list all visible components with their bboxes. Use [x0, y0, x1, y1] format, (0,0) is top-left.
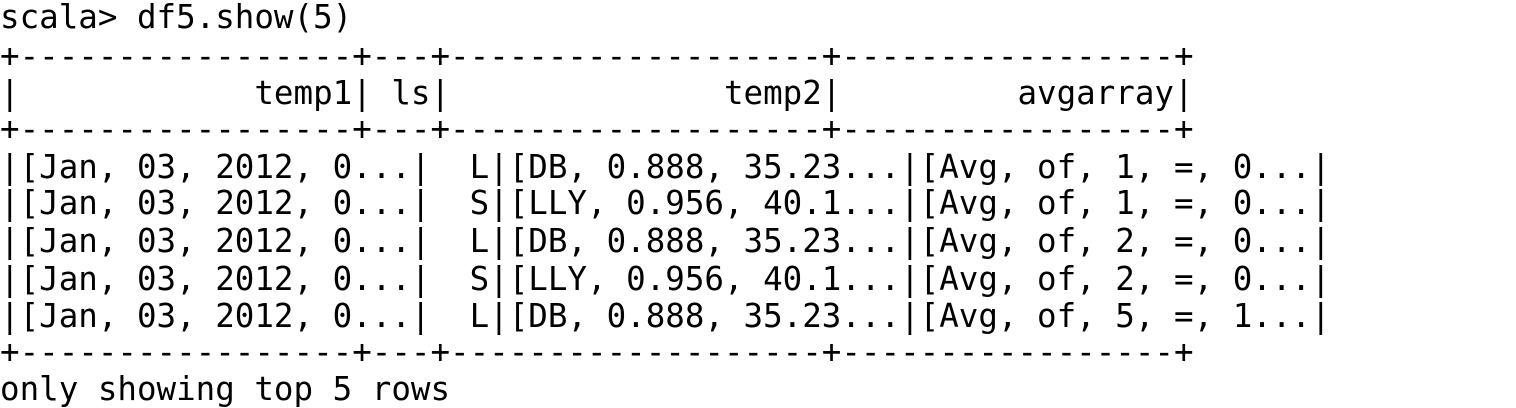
- table-row: |[Jan, 03, 2012, 0...| S|[LLY, 0.956, 40…: [0, 260, 1331, 298]
- table-border-top: +-----------------+---+-----------------…: [0, 37, 1194, 75]
- table-border-bottom: +-----------------+---+-----------------…: [0, 333, 1194, 371]
- table-row: |[Jan, 03, 2012, 0...| L|[DB, 0.888, 35.…: [0, 148, 1331, 186]
- table-row: |[Jan, 03, 2012, 0...| L|[DB, 0.888, 35.…: [0, 222, 1331, 260]
- footer-text: only showing top 5 rows: [0, 370, 451, 408]
- table-header-row: | temp1| ls| temp2| avgarray|: [0, 74, 1194, 112]
- command-line: scala> df5.show(5): [0, 0, 353, 36]
- table-row: |[Jan, 03, 2012, 0...| S|[LLY, 0.956, 40…: [0, 184, 1331, 222]
- table-row: |[Jan, 03, 2012, 0...| L|[DB, 0.888, 35.…: [0, 297, 1331, 335]
- table-border-mid: +-----------------+---+-----------------…: [0, 110, 1194, 148]
